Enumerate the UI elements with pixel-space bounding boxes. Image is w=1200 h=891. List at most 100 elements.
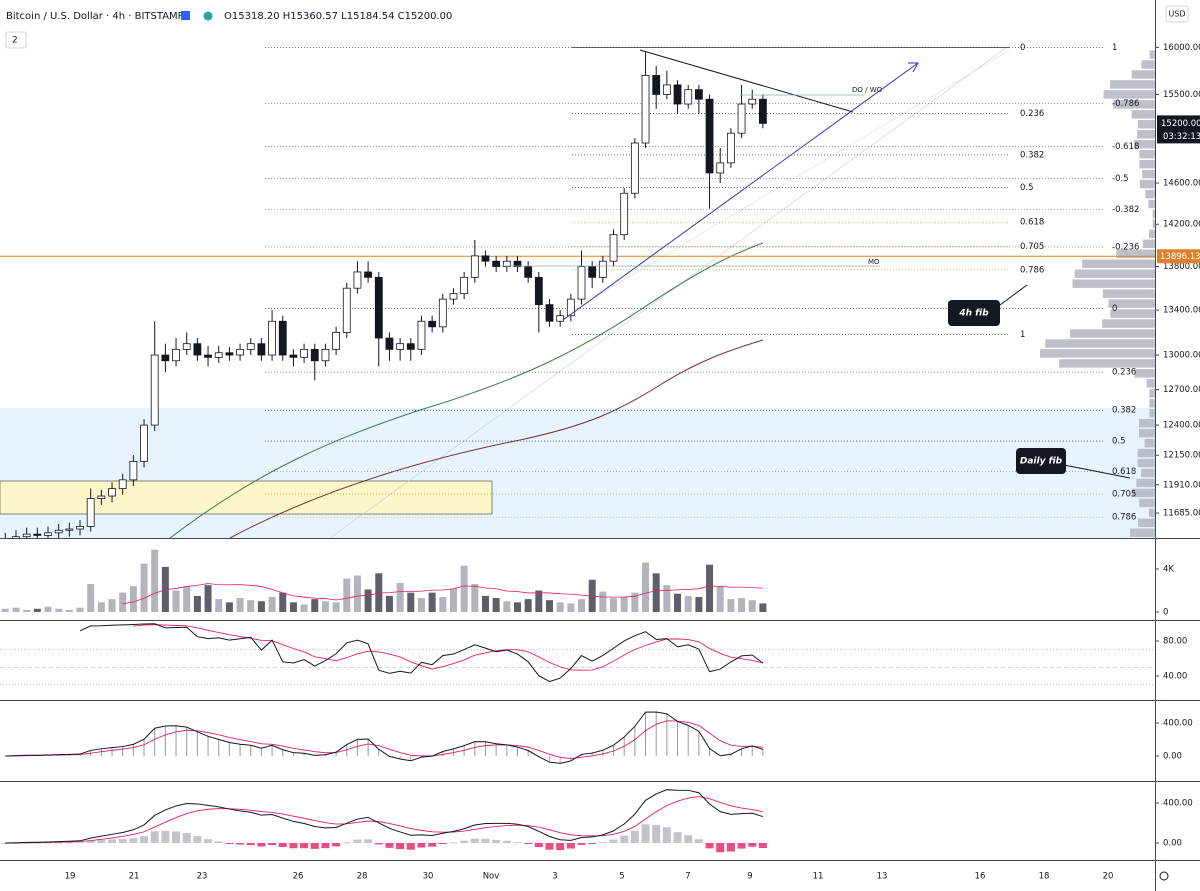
moving-average [229,339,764,538]
volume-profile-bar [1040,349,1155,358]
volume-profile-bar [1139,149,1155,159]
candle-body [620,192,629,236]
candle-body [545,304,554,322]
candle-body [694,89,703,100]
y-tick-label: 12400.00 [1163,421,1200,431]
pane [1,549,767,613]
marked-price-badge [1157,249,1200,264]
volume-profile-bar [1134,139,1155,149]
volume-profile-bar [1138,428,1155,438]
histogram-bar [566,843,575,849]
collapse-button[interactable] [5,31,27,49]
fib-label: 0.705 [1020,242,1044,252]
candle-body [684,89,693,105]
fib-label: 0.236 [1020,109,1044,119]
candle-body [449,293,458,300]
fib-label: 0.236 [1112,368,1136,378]
candle-body [108,488,116,497]
volume-profile-bar [1110,309,1155,318]
histogram-bar [214,841,223,843]
last-price-badge [1157,115,1200,144]
volume-bar [674,593,682,613]
indicator-line [79,623,764,683]
trend-faint [589,49,1011,301]
candle-body [470,255,479,278]
fib-label: 0.786 [1020,265,1044,275]
volume-profile-bar [1142,169,1155,179]
volume-bar [321,601,329,613]
fib-label: 0.618 [1112,467,1136,477]
volume-profile-bar [1136,478,1155,488]
histogram-bar [172,831,181,843]
x-tick-label: Nov [483,872,500,882]
y-tick-label: 0.00 [1163,839,1182,849]
settings-icon[interactable] [1159,871,1169,881]
zone-blue [0,408,1155,538]
histogram-bar [684,835,693,843]
fib-label: 0.786 [1112,513,1136,523]
x-tick-label: 9 [747,872,752,882]
volume-profile-bar [1102,289,1155,298]
histogram-bar [620,835,629,843]
histogram-bar [193,836,202,843]
volume-bar [119,592,127,613]
candle-body [759,98,767,124]
histogram-bar [332,843,341,847]
candle-body [342,287,351,333]
candle-body [524,266,533,278]
y-tick-label: 400.00 [1163,719,1193,729]
volume-profile-bar [1148,199,1155,209]
volume-bar [706,564,714,613]
symbol-title: Bitcoin / U.S. Dollar · 4h · BITSTAMP [6,11,184,22]
x-tick-label: 11 [813,872,824,882]
volume-bar [129,586,137,613]
histogram-bar [716,843,725,853]
candle-body [588,266,597,278]
histogram-bar [246,843,255,846]
fib-label: -0.5 [1112,174,1129,184]
volume-profile-bar [1082,259,1155,268]
candle-body [641,75,650,144]
histogram-bar [236,843,245,845]
histogram-bar [406,843,415,850]
callout [1016,448,1066,474]
candle-body [609,234,618,262]
volume-bar [759,603,767,613]
histogram-bar [513,842,522,844]
volume-bar [652,573,660,613]
histogram-bar [609,839,618,843]
candle-body [65,528,74,531]
fib-label: 1 [1112,43,1117,53]
volume-bar [385,595,393,613]
currency-button[interactable] [1165,5,1189,23]
volume-bar [375,573,383,613]
candle-body [417,320,426,350]
x-tick-label: 20 [1103,872,1114,882]
callout-pointer [999,284,1028,306]
volume-bar [471,584,479,613]
collapse-count[interactable]: 2 [12,36,18,46]
ohlc: O15318.20 H15360.57 L15184.54 C15200.00 [224,11,452,22]
volume-bar [215,599,223,613]
volume-bar [23,609,31,613]
candle-body [652,75,661,95]
histogram-bar [342,842,351,844]
fib-label: 0.705 [1112,489,1136,499]
volume-profile-bar [1144,438,1155,448]
candle-body [716,162,725,174]
candle-body [300,348,308,358]
histogram-bar [150,831,159,843]
indicator-line [5,796,763,844]
volume-profile-bar [1110,80,1155,89]
y-tick-label: 13800.00 [1163,262,1200,272]
candle-body [726,132,735,164]
candle-body [396,343,405,350]
volume-bar [396,582,404,613]
candle-body [22,533,31,538]
currency[interactable]: USD [1168,10,1185,19]
fib-label: 0.5 [1020,183,1034,193]
y-tick-label: 0.00 [1163,752,1182,762]
drawings: DO / WO MO 4h fib Daily fib [500,49,1131,479]
